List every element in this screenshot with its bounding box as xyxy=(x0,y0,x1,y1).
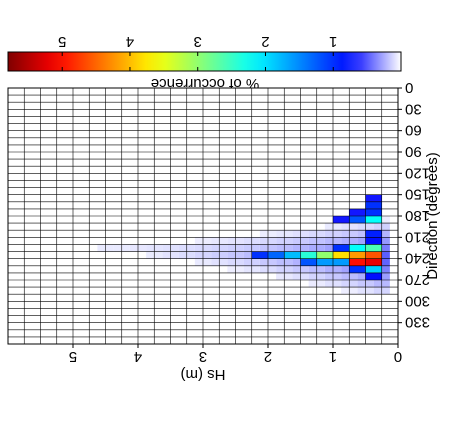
heatmap-cell xyxy=(333,244,350,252)
heatmap-cell xyxy=(349,265,366,273)
heatmap-cell xyxy=(365,265,382,273)
heatmap-cell xyxy=(333,258,350,266)
y-tick-label: 210 xyxy=(405,228,430,245)
y-tick-label: 120 xyxy=(405,164,430,181)
y-tick-label: 60 xyxy=(405,122,422,139)
colorbar-tick-label: 1 xyxy=(329,33,337,50)
heatmap-cell xyxy=(365,208,382,216)
x-tick-label: 0 xyxy=(394,348,402,365)
colorbar-tick-label: 5 xyxy=(58,33,66,50)
heatmap-cell xyxy=(349,251,366,259)
colorbar-tick-label: 3 xyxy=(194,33,202,50)
x-tick-label: 3 xyxy=(199,348,207,365)
colorbar-tick-label: 2 xyxy=(261,33,269,50)
heatmap-cell xyxy=(349,244,366,252)
heatmap-cell xyxy=(365,251,382,259)
x-tick-label: 5 xyxy=(69,348,77,365)
colorbar-frame xyxy=(7,51,402,72)
heatmap-cell xyxy=(365,244,382,252)
heatmap-cell xyxy=(365,272,382,280)
y-tick-label: 240 xyxy=(405,250,430,267)
heatmap-cell xyxy=(365,258,382,266)
y-tick-label: 150 xyxy=(405,186,430,203)
x-tick-label: 2 xyxy=(264,348,272,365)
heatmap-cell xyxy=(349,208,366,216)
y-tick-label: 330 xyxy=(405,314,430,331)
x-tick-label: 4 xyxy=(134,348,142,365)
colorbar-fill xyxy=(8,52,401,71)
heatmap-plot: 0 1 2 3 4 5 0 30 60 90 120 150 180 210 240 270 300 330 H… xyxy=(7,79,441,383)
heatmap-cell xyxy=(251,251,268,259)
y-tick-label: 0 xyxy=(405,79,413,96)
heatmap-cell xyxy=(316,251,333,259)
y-tick-label: 30 xyxy=(405,100,422,117)
heatmap-cell xyxy=(349,216,366,224)
x-tick-label: 1 xyxy=(329,348,337,365)
heatmap-cell xyxy=(365,194,382,202)
heatmap-cell xyxy=(300,258,317,266)
heatmap-cell xyxy=(349,258,366,266)
heatmap-cell xyxy=(365,201,382,209)
y-axis-label: Direction (degrees) xyxy=(424,152,441,280)
heatmap-cell xyxy=(284,251,301,259)
heatmap-cell xyxy=(333,251,350,259)
y-tick-label: 270 xyxy=(405,271,430,288)
colorbar-tick-label: 4 xyxy=(126,33,134,50)
x-axis-label: Hs (m) xyxy=(181,366,226,383)
heatmap-cell xyxy=(365,237,382,245)
y-tick-label: 90 xyxy=(405,143,422,160)
heatmap-cell xyxy=(316,258,333,266)
y-tick-label: 180 xyxy=(405,207,430,224)
heatmap-cell xyxy=(365,216,382,224)
heatmap-cell xyxy=(333,216,350,224)
heatmap-cell xyxy=(268,251,285,259)
y-tick-label: 300 xyxy=(405,292,430,309)
heatmap-cell xyxy=(300,251,317,259)
heatmap-cell xyxy=(365,230,382,238)
